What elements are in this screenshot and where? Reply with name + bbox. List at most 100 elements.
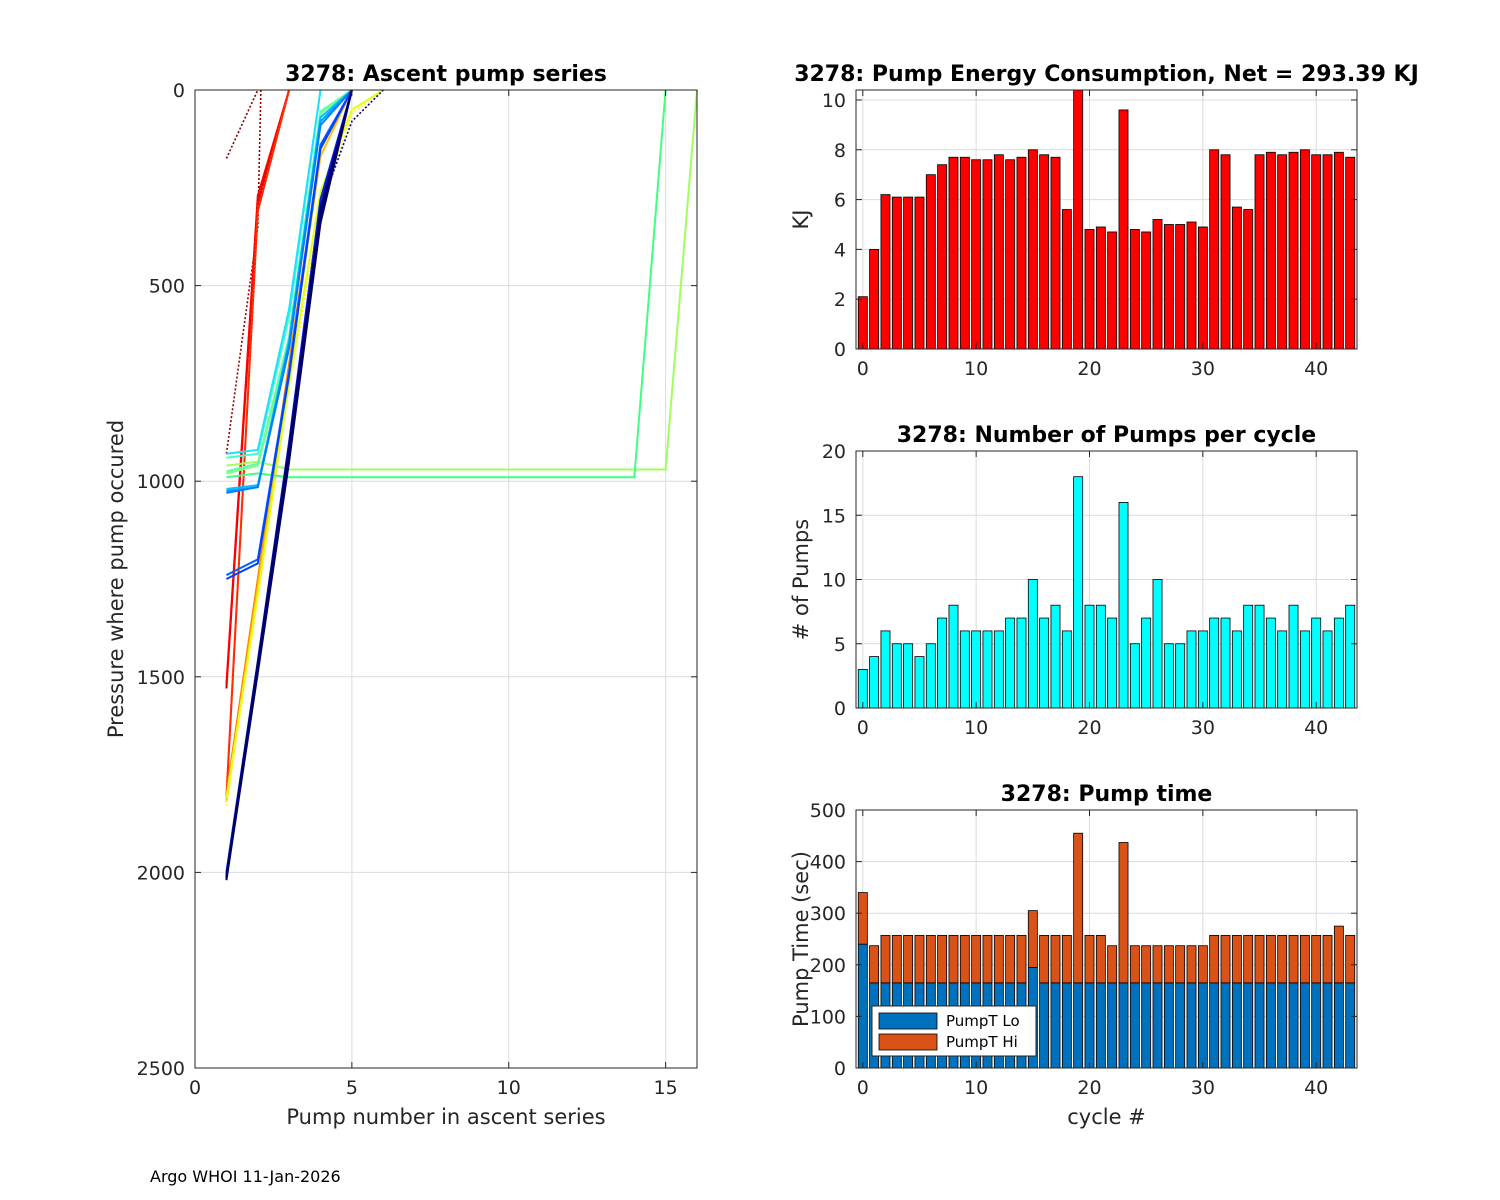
y-tick-label: 1000 — [137, 471, 185, 493]
bar-cycle-19 — [1073, 89, 1084, 350]
bar-cycle-21 — [1095, 226, 1106, 350]
bar-hi-cycle-38 — [1288, 934, 1299, 984]
bar-cycle-18 — [1061, 209, 1072, 350]
chart-title: 3278: Number of Pumps per cycle — [897, 423, 1316, 448]
bar-lo-cycle-42 — [1333, 982, 1344, 1069]
bar-hi-cycle-40 — [1311, 934, 1322, 984]
y-tick-label: 500 — [810, 800, 846, 822]
y-tick-label: 1500 — [137, 667, 185, 689]
plot-area — [195, 90, 697, 1068]
bar-cycle-28 — [1175, 643, 1186, 709]
series-line-c3 — [225, 89, 291, 685]
bar-hi-cycle-2 — [880, 934, 891, 984]
bar-hi-cycle-22 — [1107, 945, 1118, 984]
bar-cycle-19 — [1073, 476, 1084, 709]
bar-cycle-3 — [891, 643, 902, 709]
bar-cycle-24 — [1129, 229, 1140, 350]
bar-lo-cycle-32 — [1220, 982, 1231, 1069]
bar-cycle-25 — [1141, 231, 1152, 350]
bar-lo-cycle-30 — [1197, 982, 1208, 1069]
bar-cycle-40 — [1311, 154, 1322, 350]
legend: PumpT Lo PumpT Hi — [871, 1005, 1037, 1057]
series-line-c27 — [225, 89, 353, 878]
x-tick-label: 5 — [346, 1077, 358, 1099]
bar-cycle-30 — [1197, 226, 1208, 350]
y-tick-label: 2500 — [137, 1058, 185, 1080]
chart-title: 3278: Pump Energy Consumption, Net = 293… — [794, 62, 1419, 87]
bar-cycle-12 — [993, 154, 1004, 350]
bar-cycle-43 — [1345, 156, 1356, 350]
bar-cycle-6 — [925, 643, 936, 709]
x-tick-label: 30 — [1191, 717, 1215, 739]
bar-lo-cycle-20 — [1084, 982, 1095, 1069]
bar-cycle-28 — [1175, 224, 1186, 350]
bar-cycle-42 — [1333, 151, 1344, 350]
bar-cycle-20 — [1084, 229, 1095, 350]
bar-hi-cycle-26 — [1152, 945, 1163, 984]
series-line-c0 — [225, 89, 259, 159]
bar-cycle-1 — [869, 656, 880, 709]
x-tick-label: 0 — [189, 1077, 201, 1099]
bar-hi-cycle-10 — [971, 934, 982, 984]
y-tick-label: 2000 — [137, 862, 185, 884]
bar-cycle-16 — [1039, 154, 1050, 350]
series-line-c4 — [225, 89, 291, 799]
x-tick-label: 40 — [1304, 358, 1328, 380]
bar-cycle-12 — [993, 630, 1004, 709]
chart-title: 3278: Ascent pump series — [285, 62, 607, 87]
bar-cycle-6 — [925, 174, 936, 350]
bar-hi-cycle-36 — [1265, 934, 1276, 984]
x-tick-label: 10 — [964, 358, 988, 380]
bar-lo-cycle-40 — [1311, 982, 1322, 1069]
bar-cycle-27 — [1163, 224, 1174, 350]
bar-lo-cycle-22 — [1107, 982, 1118, 1069]
bar-cycle-40 — [1311, 617, 1322, 709]
bar-cycle-25 — [1141, 617, 1152, 709]
legend-label-lo: PumpT Lo — [946, 1012, 1020, 1030]
y-tick-label: 6 — [834, 190, 846, 212]
bar-lo-cycle-36 — [1265, 982, 1276, 1069]
bar-hi-cycle-3 — [891, 934, 902, 984]
bar-hi-cycle-27 — [1163, 945, 1174, 984]
x-tick-label: 20 — [1077, 358, 1101, 380]
bar-lo-cycle-29 — [1186, 982, 1197, 1069]
bar-cycle-16 — [1039, 617, 1050, 709]
bar-cycle-23 — [1118, 109, 1129, 350]
bar-cycle-17 — [1050, 156, 1061, 350]
bar-lo-cycle-33 — [1231, 982, 1242, 1069]
bar-cycle-0 — [857, 296, 868, 350]
bar-hi-cycle-21 — [1095, 934, 1106, 984]
bar-cycle-36 — [1265, 151, 1276, 350]
legend-swatch-lo — [878, 1012, 938, 1030]
bar-cycle-34 — [1243, 604, 1254, 709]
bar-lo-cycle-31 — [1209, 982, 1220, 1069]
bar-cycle-14 — [1016, 156, 1027, 350]
y-axis-label: Pump Time (sec) — [789, 851, 813, 1027]
x-tick-label: 15 — [654, 1077, 678, 1099]
y-tick-label: 10 — [822, 570, 846, 592]
bar-cycle-9 — [959, 156, 970, 350]
bar-cycle-21 — [1095, 604, 1106, 709]
bar-cycle-5 — [914, 196, 925, 350]
bar-lo-cycle-21 — [1095, 982, 1106, 1069]
bar-hi-cycle-18 — [1061, 934, 1072, 984]
bar-hi-cycle-39 — [1299, 934, 1310, 984]
bar-lo-cycle-26 — [1152, 982, 1163, 1069]
series-line-c10 — [226, 89, 698, 471]
bar-cycle-15 — [1027, 579, 1038, 709]
bar-cycle-32 — [1220, 154, 1231, 350]
bar-cycle-33 — [1231, 206, 1242, 350]
y-tick-label: 5 — [834, 634, 846, 656]
bar-lo-cycle-38 — [1288, 982, 1299, 1069]
y-axis-label: Pressure where pump occured — [104, 420, 128, 738]
bar-cycle-23 — [1118, 501, 1129, 709]
x-tick-label: 20 — [1077, 1077, 1101, 1099]
bar-hi-cycle-30 — [1197, 945, 1208, 984]
bar-cycle-22 — [1107, 231, 1118, 350]
y-tick-label: 500 — [149, 276, 185, 298]
pump-energy-chart: 0 10 20 30 40 0 2 4 6 8 10 3278: Pump Energy Consum… — [789, 62, 1419, 380]
bar-cycle-4 — [903, 643, 914, 709]
y-axis-label: KJ — [789, 210, 813, 230]
bar-cycle-26 — [1152, 219, 1163, 350]
bar-lo-cycle-24 — [1129, 982, 1140, 1069]
